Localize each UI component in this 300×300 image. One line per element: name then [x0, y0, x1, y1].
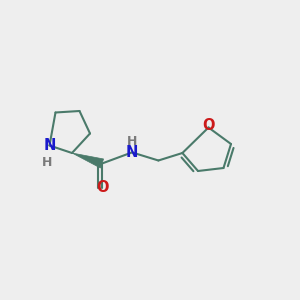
Text: H: H [127, 135, 137, 148]
Text: N: N [126, 145, 138, 160]
Text: N: N [43, 138, 56, 153]
Text: H: H [42, 156, 52, 170]
Text: O: O [202, 118, 215, 133]
Polygon shape [72, 153, 104, 168]
Text: O: O [96, 180, 108, 195]
